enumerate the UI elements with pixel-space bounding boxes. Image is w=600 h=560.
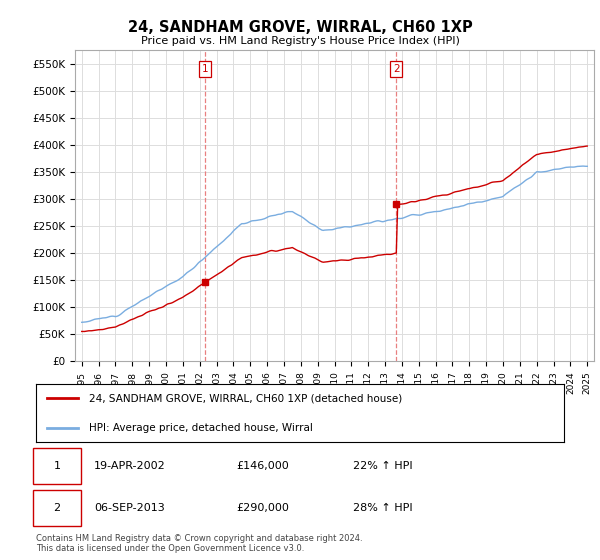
Text: 28% ↑ HPI: 28% ↑ HPI [353, 503, 412, 513]
Text: £146,000: £146,000 [236, 461, 289, 471]
Text: 19-APR-2002: 19-APR-2002 [94, 461, 166, 471]
Text: 22% ↑ HPI: 22% ↑ HPI [353, 461, 412, 471]
Text: £290,000: £290,000 [236, 503, 290, 513]
FancyBboxPatch shape [34, 490, 81, 526]
Text: Contains HM Land Registry data © Crown copyright and database right 2024.
This d: Contains HM Land Registry data © Crown c… [36, 534, 362, 553]
Text: Price paid vs. HM Land Registry's House Price Index (HPI): Price paid vs. HM Land Registry's House … [140, 36, 460, 46]
Text: 24, SANDHAM GROVE, WIRRAL, CH60 1XP (detached house): 24, SANDHAM GROVE, WIRRAL, CH60 1XP (det… [89, 393, 402, 403]
Text: 1: 1 [53, 461, 61, 471]
Text: 2: 2 [393, 64, 400, 74]
Text: 24, SANDHAM GROVE, WIRRAL, CH60 1XP: 24, SANDHAM GROVE, WIRRAL, CH60 1XP [128, 20, 472, 35]
FancyBboxPatch shape [34, 448, 81, 484]
Text: 1: 1 [202, 64, 208, 74]
Text: 2: 2 [53, 503, 61, 513]
Text: HPI: Average price, detached house, Wirral: HPI: Average price, detached house, Wirr… [89, 423, 313, 433]
Text: 06-SEP-2013: 06-SEP-2013 [94, 503, 165, 513]
